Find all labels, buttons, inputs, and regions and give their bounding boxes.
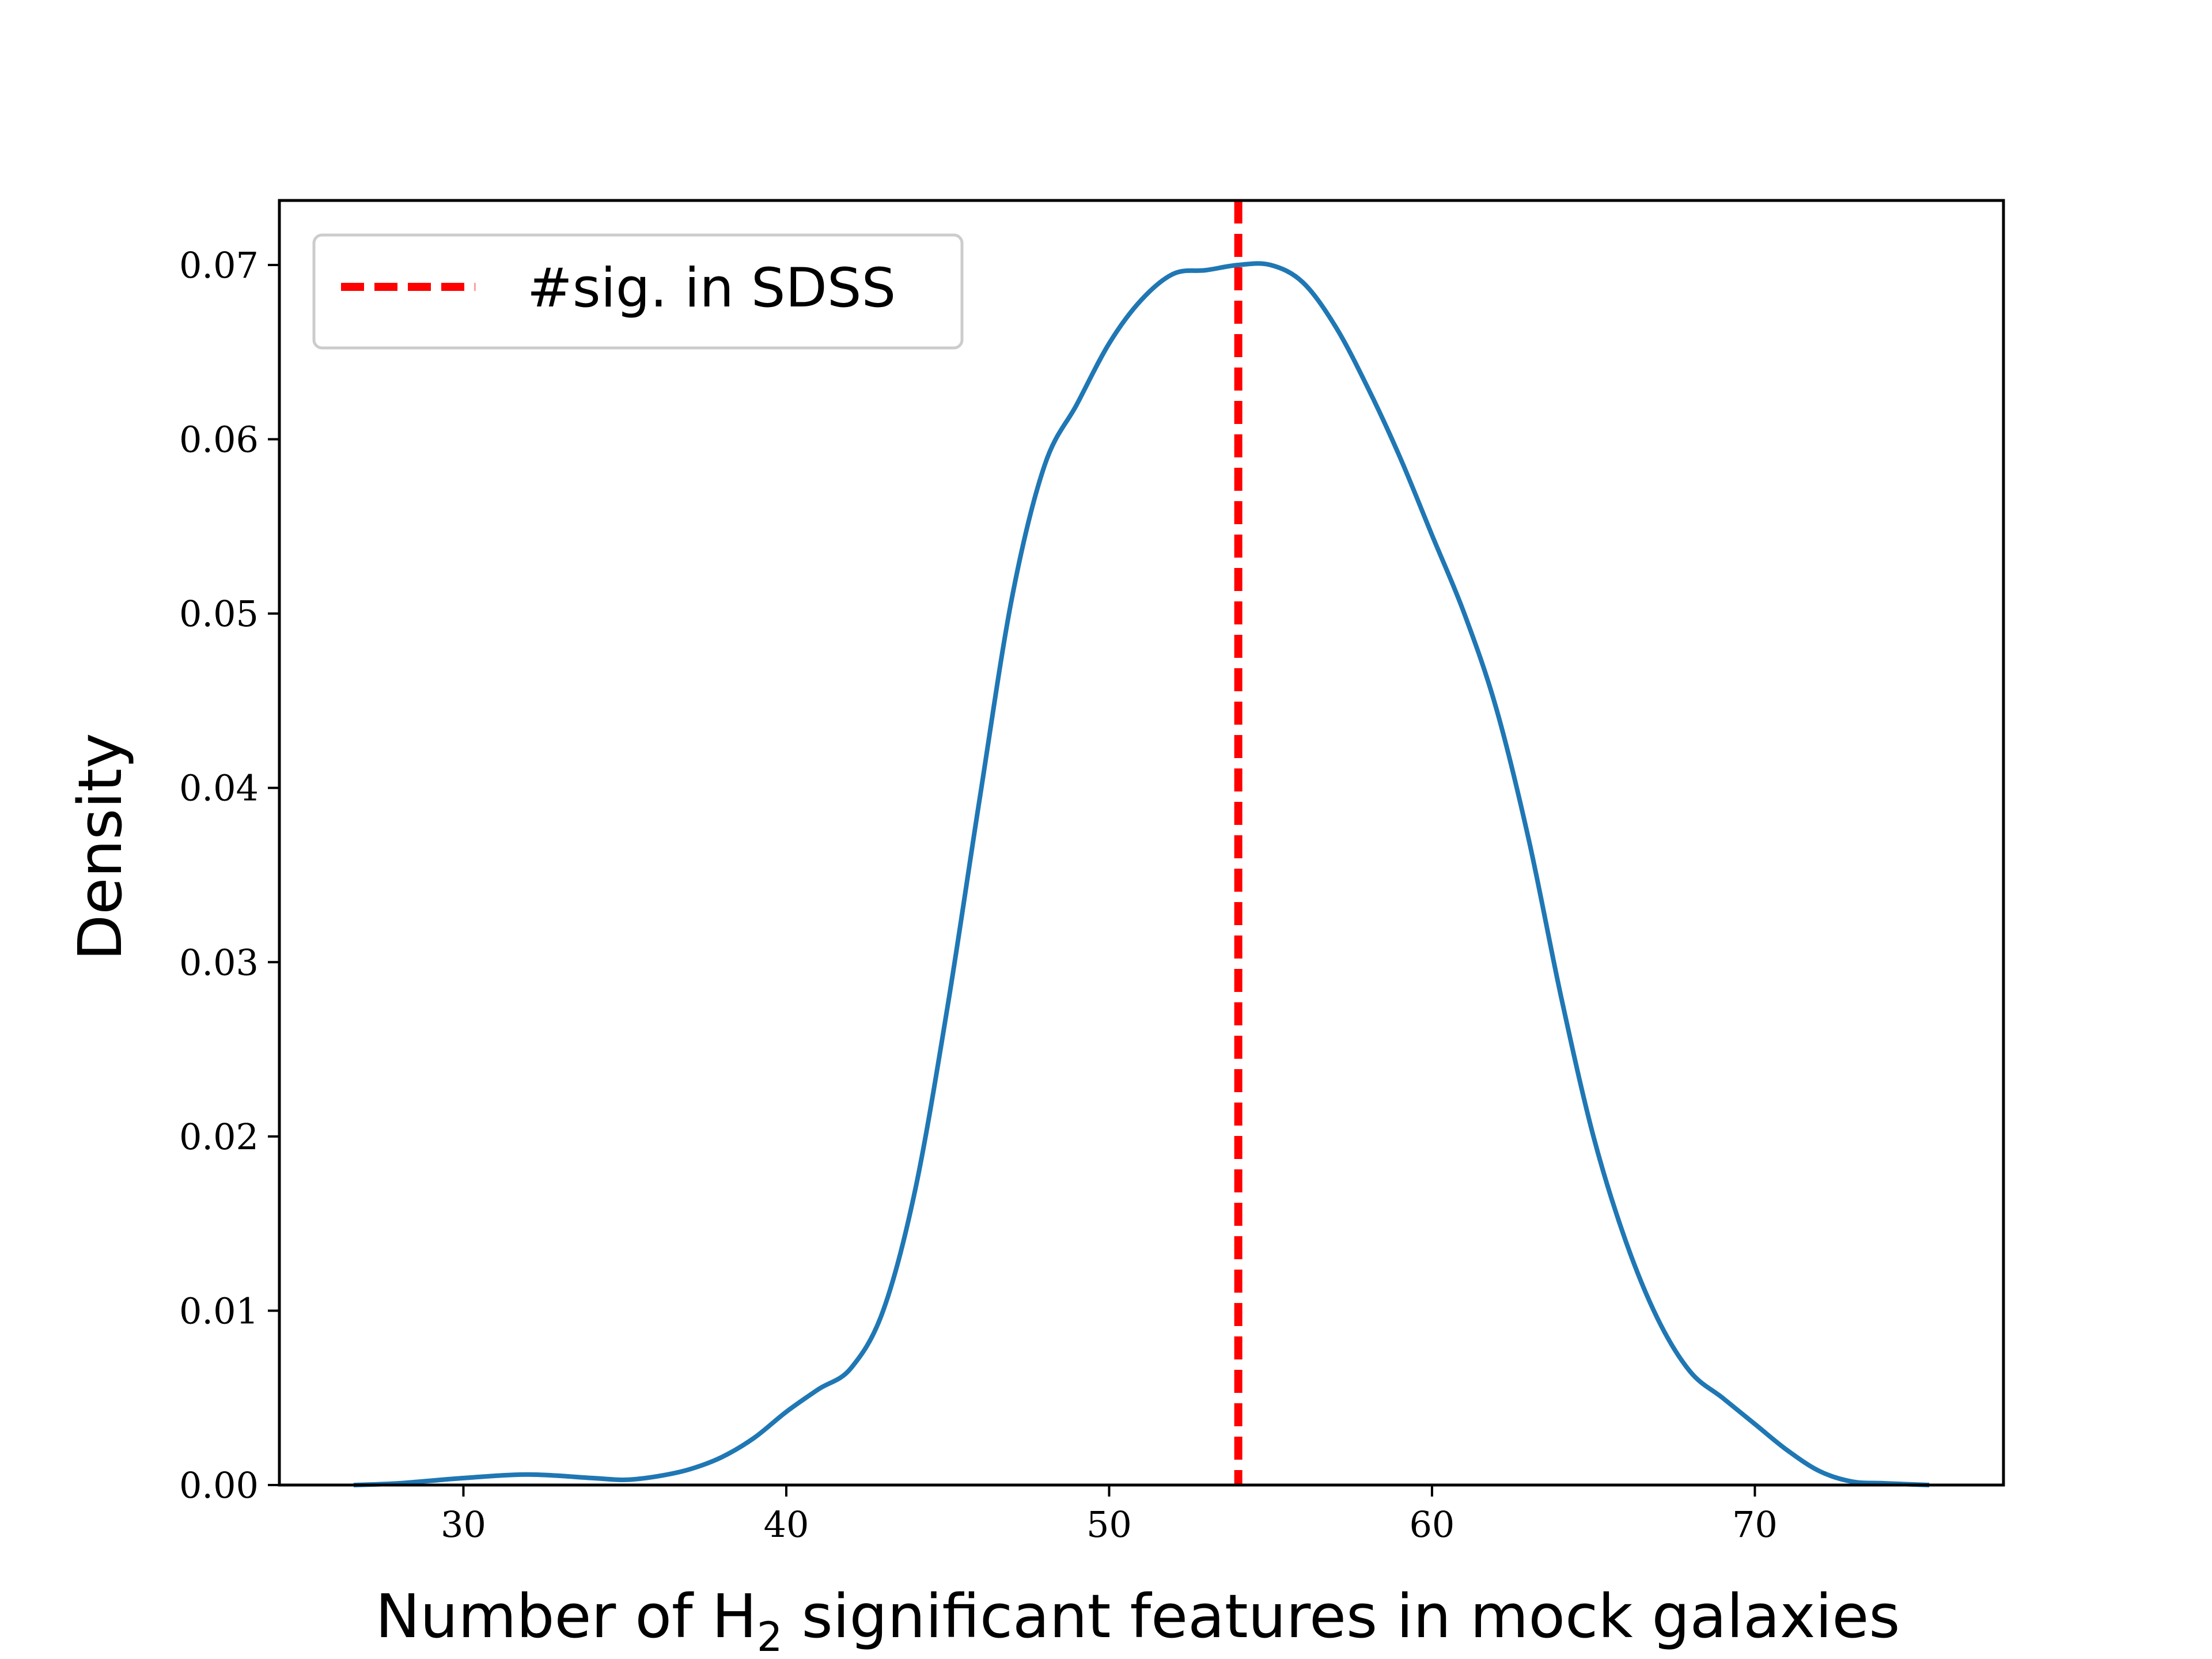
x-axis-title: Number of H2 significant features in moc… [376, 1581, 1900, 1659]
density-curve [353, 261, 1930, 1487]
y-tick-label-0.07: 0.07 [179, 244, 259, 286]
legend: #sig. in SDSS [312, 233, 964, 350]
x-tick-label-30: 30 [441, 1503, 486, 1546]
x-axis-title-suffix: significant features in mock galaxies [782, 1581, 1900, 1652]
x-axis-title-subscript: 2 [757, 1613, 783, 1659]
x-tick-label-60: 60 [1409, 1503, 1455, 1546]
legend-label-sdss: #sig. in SDSS [527, 257, 896, 320]
x-tick-label-70: 70 [1732, 1503, 1778, 1546]
y-tick-label-0.00: 0.00 [179, 1464, 259, 1506]
y-tick-label-0.04: 0.04 [179, 767, 259, 809]
y-tick-label-0.02: 0.02 [179, 1116, 259, 1158]
legend-box [312, 233, 964, 350]
x-axis: 30 40 50 60 70 [441, 1485, 1778, 1546]
y-tick-label-0.03: 0.03 [179, 941, 259, 983]
y-tick-label-0.06: 0.06 [179, 419, 259, 461]
y-axis: 0.00 0.01 0.02 0.03 0.04 0.05 0.06 0.07 [179, 244, 279, 1506]
plot-area [353, 200, 1930, 1487]
y-tick-label-0.05: 0.05 [179, 593, 259, 635]
x-axis-title-prefix: Number of H [376, 1581, 757, 1652]
y-axis-title: Density [65, 733, 135, 960]
y-tick-label-0.01: 0.01 [179, 1290, 259, 1332]
x-tick-label-40: 40 [764, 1503, 809, 1546]
axes-frame [278, 199, 2005, 1487]
x-tick-label-50: 50 [1086, 1503, 1132, 1546]
